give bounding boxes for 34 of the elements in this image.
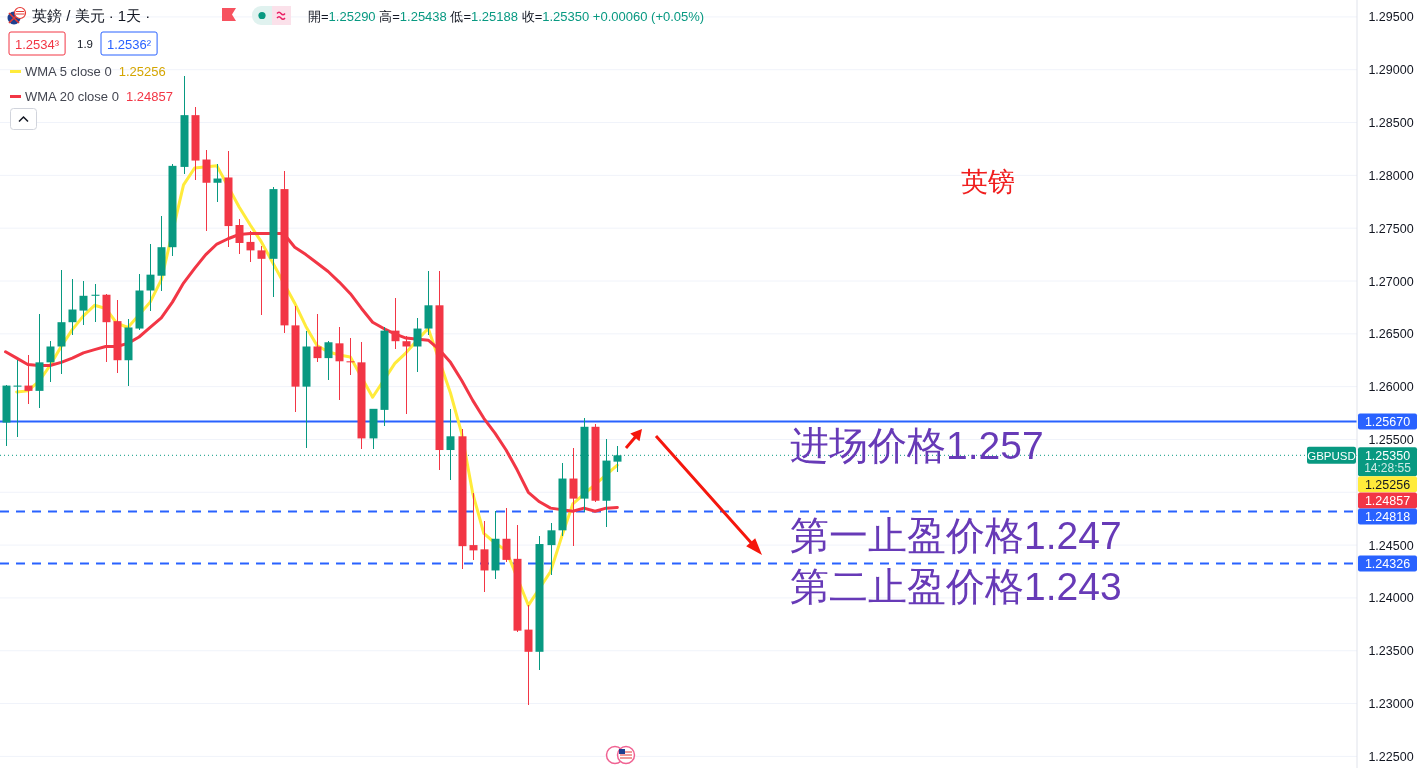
y-tick-label: 1.23500 [1368, 644, 1414, 659]
text: 開=1.25290 高=1.25438 低=1.25188 收=1.25350 +0.00060 (+0.05%) [308, 9, 705, 24]
y-tick-label: 1.28500 [1368, 116, 1414, 131]
annotation: 进场价格1.257 [790, 423, 1044, 467]
annotation: 第一止盈价格1.247 [790, 513, 1122, 557]
y-tick-label: 1.28000 [1368, 168, 1414, 183]
text: 英鎊 / 美元 · 1天 · [32, 7, 151, 24]
text: 1.25256 [1364, 477, 1411, 492]
annotation: 1.2534³ [15, 36, 60, 52]
y-tick-label: 1.24000 [1368, 591, 1414, 606]
annotation: 1.9 [77, 38, 93, 50]
ref-line-label: 1.24818 [1364, 509, 1411, 524]
y-tick-label: 1.24500 [1368, 538, 1414, 553]
annotation: 1.2536² [107, 36, 152, 52]
y-tick-label: 1.29500 [1368, 10, 1414, 25]
text: 14:28:55 [1364, 461, 1412, 476]
y-tick-label: 1.25500 [1368, 432, 1414, 447]
y-tick-label: 1.23000 [1368, 697, 1414, 712]
ref-line-label: 1.25670 [1364, 414, 1411, 429]
annotation: 1.25256 [118, 64, 166, 79]
y-tick-label: 1.26500 [1368, 327, 1414, 342]
annotation: 第二止盈价格1.243 [790, 565, 1122, 609]
ref-line-label: 1.25350 [1364, 448, 1411, 463]
text: 1.24857 [1364, 493, 1411, 508]
y-tick-label: 1.27500 [1368, 221, 1414, 236]
legend-label: WMA 20 close 0 [25, 89, 119, 104]
y-tick-label: 1.29000 [1368, 63, 1414, 78]
y-tick-label: 1.27000 [1368, 274, 1414, 289]
y-tick-label: 1.22500 [1368, 749, 1414, 764]
annotation: 英镑 [961, 166, 1015, 197]
ref-line-label: 1.24326 [1364, 556, 1411, 571]
annotation: 1.24857 [125, 89, 173, 104]
legend-label: WMA 5 close 0 [25, 64, 112, 79]
y-tick-label: 1.26000 [1368, 380, 1414, 395]
